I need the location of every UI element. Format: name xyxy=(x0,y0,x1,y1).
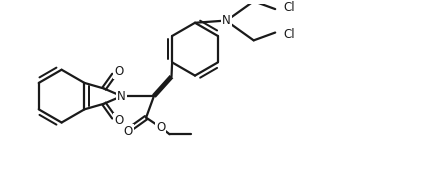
Text: O: O xyxy=(114,114,123,127)
Text: Cl: Cl xyxy=(283,28,295,41)
Text: O: O xyxy=(114,66,123,79)
Text: N: N xyxy=(222,14,231,27)
Text: N: N xyxy=(117,90,126,103)
Text: O: O xyxy=(124,125,133,138)
Text: O: O xyxy=(156,121,165,134)
Text: Cl: Cl xyxy=(283,1,295,14)
